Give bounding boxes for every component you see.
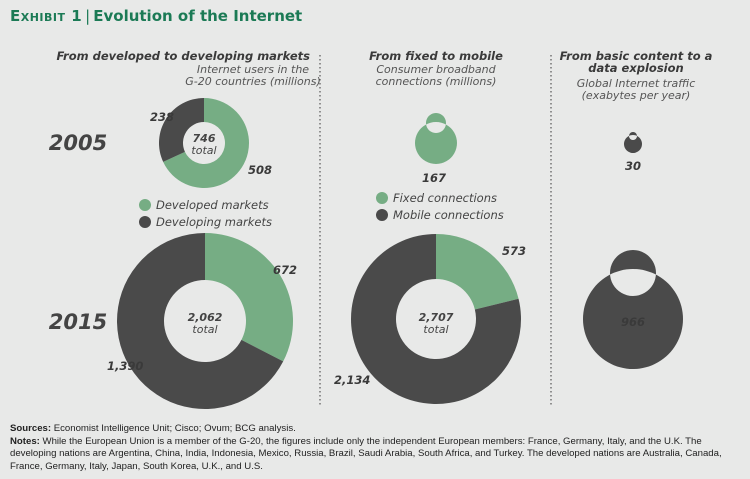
legend-swatch-developing	[139, 216, 151, 228]
donut-traffic-2015	[582, 249, 683, 370]
total-2005-panel1: 746	[193, 132, 216, 145]
panel3-title: From basic content to a	[560, 49, 713, 63]
year-label-2015: 2015	[49, 310, 107, 334]
exhibit-chart: From developed to developing markets Int…	[49, 49, 713, 409]
legend-developed: Developed markets	[156, 198, 269, 212]
donut-slice-developed-2015	[205, 233, 294, 362]
footnotes: Sources: Economist Intelligence Unit; Ci…	[10, 423, 745, 473]
title-divider: |	[85, 7, 91, 25]
exhibit-heading: Evolution of the Internet	[93, 7, 303, 25]
label-traffic-2005: 30	[625, 159, 641, 173]
panel3-subtitle: (exabytes per year)	[582, 89, 691, 102]
label-mobile-2015: 2,134	[334, 373, 370, 387]
donut-traffic-2005	[623, 132, 642, 153]
panel2-subtitle: connections (millions)	[376, 75, 497, 88]
donut-slice-fixed-2015	[436, 234, 519, 310]
panel3-subtitle: Global Internet traffic	[577, 77, 696, 90]
total-2015-panel2: 2,707	[419, 311, 454, 324]
legend-swatch-developed	[139, 199, 151, 211]
sources: Sources: Economist Intelligence Unit; Ci…	[10, 423, 296, 434]
donut-slice-developing-2005	[158, 98, 204, 162]
label-fixed-2005: 167	[422, 171, 446, 185]
label-developing-2005: 238	[150, 110, 174, 124]
total-label: total	[192, 323, 217, 336]
panel1-subtitle: Internet users in the	[197, 63, 309, 76]
notes: Notes: While the European Union is a mem…	[10, 435, 722, 472]
legend-developing: Developing markets	[156, 215, 272, 229]
legend-mobile: Mobile connections	[393, 208, 504, 222]
exhibit-title: Exhibit 1 | Evolution of the Internet	[10, 7, 302, 25]
panel2-subtitle: Consumer broadband	[376, 63, 496, 76]
label-developing-2015: 1,390	[107, 359, 143, 373]
label-fixed-2015: 573	[502, 244, 526, 258]
donut-slice-developing-2015	[117, 233, 284, 409]
legend-swatch-mobile	[376, 209, 388, 221]
label-traffic-2015: 966	[621, 315, 645, 329]
total-label: total	[423, 323, 448, 336]
exhibit-number: Exhibit 1	[10, 7, 83, 25]
donut-slice-mobile-2015	[351, 234, 522, 404]
total-label: total	[191, 144, 216, 157]
panel1-subtitle: G-20 countries (millions)	[185, 75, 321, 88]
donut-slice-developed-2005	[163, 98, 249, 188]
legend-fixed: Fixed connections	[393, 191, 497, 205]
panel2-title: From fixed to mobile	[369, 49, 503, 63]
panel1-title: From developed to developing markets	[56, 49, 310, 63]
label-developed-2005: 508	[248, 163, 272, 177]
panel3-title: data explosion	[588, 61, 683, 75]
year-label-2005: 2005	[49, 131, 107, 155]
donut-slice-fixed-2005	[414, 113, 457, 164]
legend-swatch-fixed	[376, 192, 388, 204]
label-developed-2015: 672	[273, 263, 297, 277]
total-2015-panel1: 2,062	[188, 311, 223, 324]
